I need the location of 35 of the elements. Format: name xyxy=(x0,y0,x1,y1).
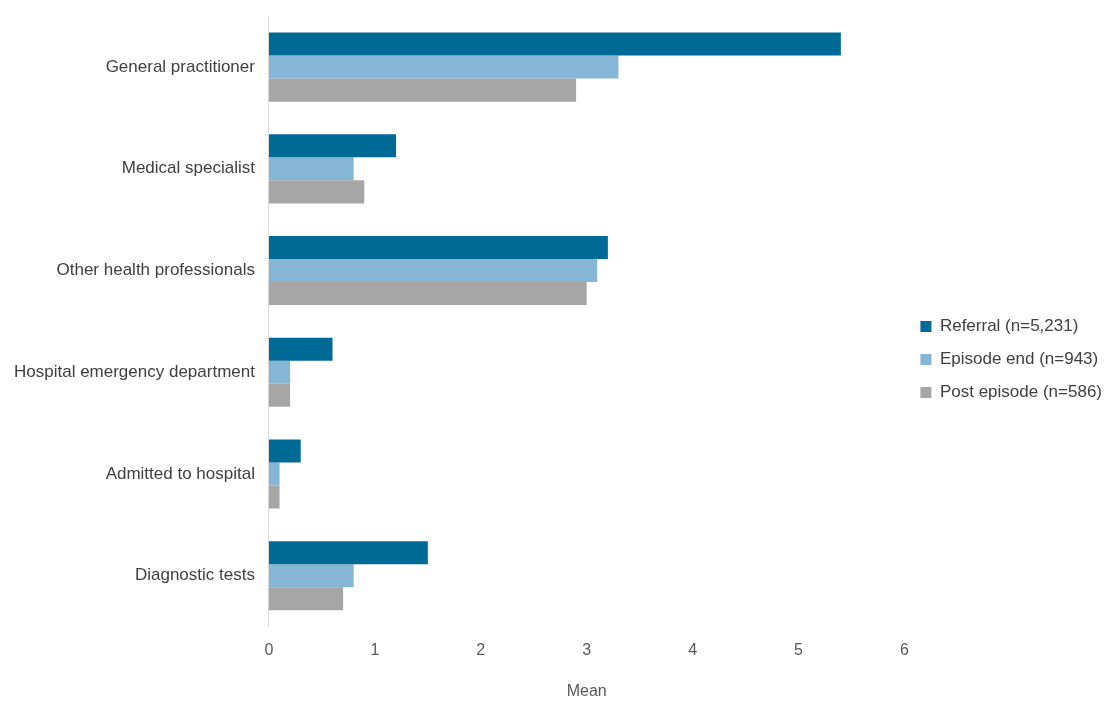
bar xyxy=(268,282,587,306)
y-tick-label: Diagnostic tests xyxy=(134,565,255,585)
legend-label: Referral (n=5,231) xyxy=(939,316,1079,336)
bar xyxy=(268,157,354,181)
y-tick-label: Hospital emergency department xyxy=(13,361,256,381)
bar xyxy=(268,180,365,204)
y-tick-label: Medical specialist xyxy=(121,158,256,178)
x-tick-label: 4 xyxy=(688,640,698,658)
bar xyxy=(268,462,280,486)
bar xyxy=(268,360,291,384)
x-axis-title: Mean xyxy=(566,681,607,699)
x-tick-label: 5 xyxy=(794,640,804,658)
x-tick-label: 1 xyxy=(370,640,380,658)
x-tick-label: 6 xyxy=(899,640,909,658)
bar xyxy=(268,55,619,79)
bar xyxy=(268,564,354,588)
legend-label: Episode end (n=943) xyxy=(939,349,1099,369)
bar xyxy=(268,134,397,158)
bar xyxy=(268,439,301,463)
bar xyxy=(268,587,344,611)
bar xyxy=(268,383,291,407)
x-tick-label: 0 xyxy=(264,640,274,658)
bar xyxy=(268,485,280,509)
y-tick-label: General practitioner xyxy=(105,56,256,76)
bar xyxy=(268,32,841,56)
y-tick-label: Other health professionals xyxy=(56,260,255,280)
bar xyxy=(268,337,333,361)
bar xyxy=(268,235,608,259)
x-tick-label: 3 xyxy=(582,640,592,658)
x-tick-label: 2 xyxy=(476,640,486,658)
y-tick-label: Admitted to hospital xyxy=(105,463,255,483)
legend-label: Post episode (n=586) xyxy=(939,382,1103,402)
bar xyxy=(268,541,428,565)
bar xyxy=(268,78,577,102)
bar xyxy=(268,259,598,283)
